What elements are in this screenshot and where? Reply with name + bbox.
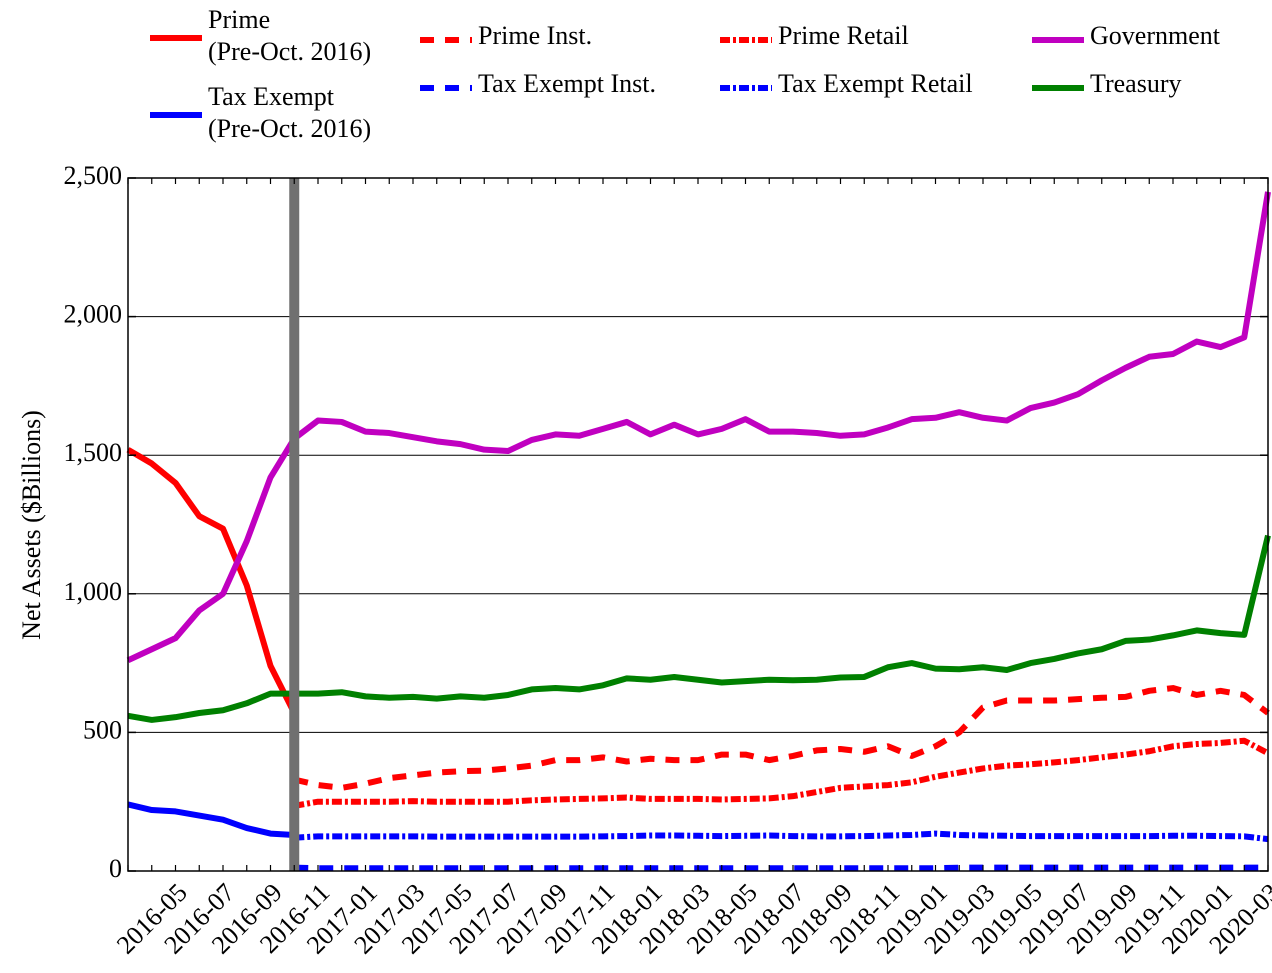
series-line xyxy=(126,191,1271,664)
legend-label: Tax Exempt Retail xyxy=(778,69,973,98)
legend-label: Prime Retail xyxy=(778,21,909,50)
legend-label: Government xyxy=(1090,21,1220,50)
series-line xyxy=(127,801,295,838)
y-tick-label: 2,000 xyxy=(64,300,123,329)
y-tick-label: 1,500 xyxy=(64,438,123,467)
legend-label: Tax Exempt Inst. xyxy=(478,69,656,98)
y-tick-label: 1,000 xyxy=(64,577,123,606)
axes: 05001,0001,5002,0002,5002016-052016-0720… xyxy=(64,161,1272,960)
legend-label: Tax Exempt (Pre-Oct. 2016) xyxy=(208,82,372,143)
series-line xyxy=(294,830,1269,843)
series-line xyxy=(293,737,1270,809)
series-line xyxy=(293,685,1270,791)
legend-label: Prime (Pre-Oct. 2016) xyxy=(208,5,372,66)
series-line xyxy=(294,864,1268,872)
y-axis-label: Net Assets ($Billions) xyxy=(17,410,46,640)
lines xyxy=(126,191,1271,872)
series-line xyxy=(127,534,1271,723)
y-tick-label: 0 xyxy=(109,854,122,883)
legend-label: Treasury xyxy=(1090,69,1182,98)
y-tick-label: 500 xyxy=(83,715,122,744)
series-line xyxy=(126,447,297,715)
y-tick-label: 2,500 xyxy=(64,161,123,190)
legend-label: Prime Inst. xyxy=(478,21,593,50)
